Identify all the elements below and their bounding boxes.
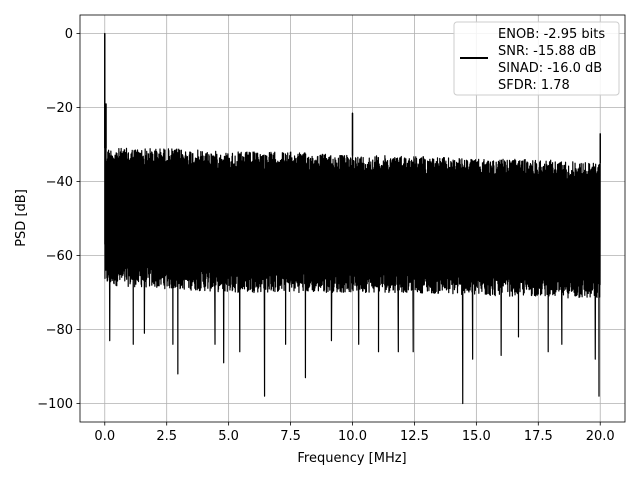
x-tick-label: 5.0 xyxy=(218,429,239,444)
legend-sinad: SINAD: -16.0 dB xyxy=(498,61,602,76)
x-axis-label: Frequency [MHz] xyxy=(297,451,406,466)
x-axis-ticks: 0.0 2.5 5.0 7.5 10.0 12.5 15.0 17.5 20.0 xyxy=(94,422,615,444)
y-tick-label: 0 xyxy=(65,27,73,42)
y-tick-label: −20 xyxy=(46,101,73,116)
x-tick-label: 7.5 xyxy=(280,429,301,444)
legend-box xyxy=(453,21,620,96)
x-tick-label: 0.0 xyxy=(94,429,115,444)
y-tick-label: −40 xyxy=(46,175,73,190)
y-tick-label: −60 xyxy=(46,249,73,264)
x-tick-label: 17.5 xyxy=(524,429,553,444)
legend-sfdr: SFDR: 1.78 xyxy=(498,78,570,93)
psd-trace xyxy=(104,32,601,405)
legend-snr: SNR: -15.88 dB xyxy=(498,44,596,59)
legend: ENOB: -2.95 bits SNR: -15.88 dB SINAD: -… xyxy=(453,21,620,96)
x-tick-label: 2.5 xyxy=(156,429,177,444)
psd-trace-line xyxy=(104,32,601,405)
x-tick-label: 20.0 xyxy=(586,429,615,444)
x-tick-label: 12.5 xyxy=(400,429,429,444)
y-axis-ticks: 0 −20 −40 −60 −80 −100 xyxy=(37,27,80,412)
y-axis-label: PSD [dB] xyxy=(14,189,29,247)
y-tick-label: −100 xyxy=(37,397,73,412)
x-tick-label: 15.0 xyxy=(462,429,491,444)
legend-enob: ENOB: -2.95 bits xyxy=(498,27,605,42)
y-tick-label: −80 xyxy=(46,323,73,338)
x-tick-label: 10.0 xyxy=(338,429,367,444)
